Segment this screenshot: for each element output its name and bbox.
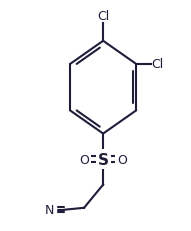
Text: S: S (98, 152, 109, 167)
Text: N: N (45, 203, 54, 216)
Text: Cl: Cl (97, 10, 109, 23)
Text: O: O (79, 153, 89, 166)
Text: O: O (117, 153, 127, 166)
Text: Cl: Cl (151, 58, 164, 71)
